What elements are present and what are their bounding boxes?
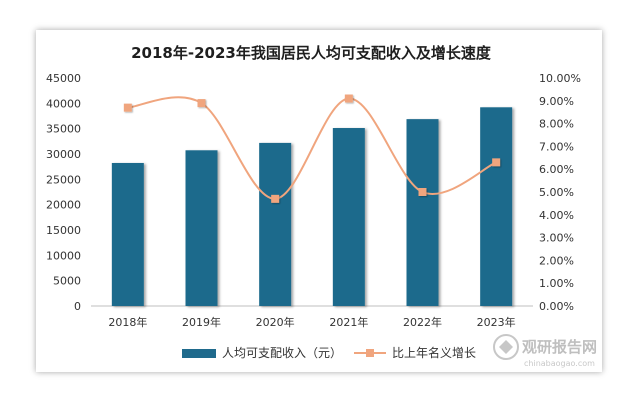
left-tick-label: 20000 [46,199,81,212]
x-axis: 2018年 2019年 2020年 2021年 2022年 2023年 [108,315,515,329]
left-tick-label: 0 [74,300,81,313]
right-axis: 0.00% 1.00% 2.00% 3.00% 4.00% 5.00% 6.00% 7.00%… [539,72,581,313]
growth-point [197,99,206,108]
left-tick-label: 35000 [46,123,81,136]
watermark-url: chinabaogao.com [524,359,595,368]
x-tick-label: 2023年 [477,315,516,329]
bar [406,119,439,307]
right-tick-label: 9.00% [539,95,574,108]
x-tick-label: 2022年 [403,315,442,329]
bar [111,162,144,306]
chart-title: 2018年-2023年我国居民人均可支配收入及增长速度 [131,44,492,62]
x-tick-label: 2019年 [182,315,221,329]
bar [332,128,365,306]
left-tick-label: 30000 [46,148,81,161]
chart-canvas: 2018年-2023年我国居民人均可支配收入及增长速度 0 5000 10000 15… [46,44,597,368]
bar-series [111,107,513,307]
right-tick-label: 6.00% [539,163,574,176]
growth-point [418,188,427,196]
right-tick-label: 10.00% [539,72,581,85]
left-tick-label: 15000 [46,224,81,237]
watermark-emblem-mark [499,340,513,354]
growth-point [123,103,132,112]
legend-swatch-bar [182,349,216,358]
left-tick-label: 40000 [46,97,81,110]
left-axis: 0 5000 10000 15000 20000 25000 30000 35000 40000… [46,72,81,313]
bar [480,107,513,306]
right-tick-label: 0.00% [539,300,574,313]
legend-swatch-marker [366,349,374,357]
right-tick-label: 5.00% [539,186,574,199]
watermark-emblem [493,334,519,360]
legend: 人均可支配收入（元） 比上年名义增长 [182,345,476,360]
right-tick-label: 8.00% [539,118,574,131]
right-tick-label: 7.00% [539,140,574,153]
x-tick-label: 2020年 [256,315,295,329]
right-tick-label: 2.00% [539,254,574,267]
x-tick-label: 2018年 [108,315,147,329]
watermark-logo: 观研报告网 chinabaogao.com [493,334,597,368]
legend-label-bar: 人均可支配收入（元） [222,346,342,360]
left-tick-label: 25000 [46,173,81,186]
left-tick-label: 10000 [46,249,81,262]
growth-point [492,158,501,167]
bar [185,150,218,306]
left-tick-label: 45000 [46,72,81,85]
line-series [123,94,501,203]
growth-line [127,96,497,200]
bar [259,142,292,306]
x-tick-label: 2021年 [329,315,368,329]
chart-frame: 2018年-2023年我国居民人均可支配收入及增长速度 0 5000 10000 15… [36,30,602,372]
right-tick-label: 4.00% [539,209,574,222]
legend-label-line: 比上年名义增长 [392,345,476,360]
watermark-brand: 观研报告网 [522,338,597,356]
right-tick-label: 3.00% [539,232,574,245]
growth-point [271,194,280,203]
left-tick-label: 5000 [53,275,81,288]
growth-point [344,94,353,103]
right-tick-label: 1.00% [539,277,574,290]
